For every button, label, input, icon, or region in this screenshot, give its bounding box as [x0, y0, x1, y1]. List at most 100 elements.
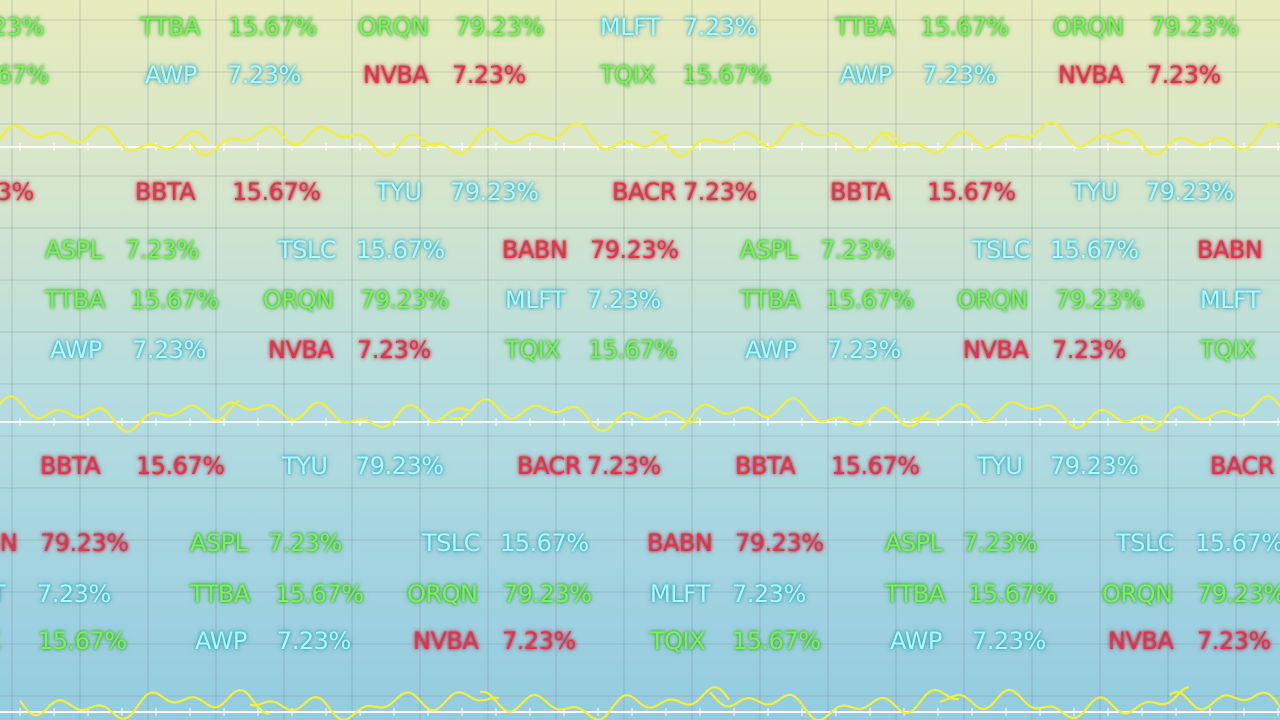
ticker-symbol: ASPL	[190, 529, 248, 557]
ticker-change: 7.23%	[1197, 627, 1271, 655]
ticker-change: 79.23%	[1150, 13, 1239, 41]
ticker-change: 79.23%	[590, 236, 679, 264]
ticker-symbol: ASPL	[740, 236, 798, 264]
ticker-symbol: BBTA	[830, 178, 891, 206]
ticker-symbol: AWP	[890, 627, 942, 655]
ticker-change: 79.23%	[360, 286, 449, 314]
ticker-change: 7.23%	[125, 236, 199, 264]
ticker-symbol: ORQN	[358, 13, 429, 41]
price-wave	[189, 125, 440, 157]
ticker-change: 79.23%	[455, 13, 544, 41]
ticker-change: 7.23%	[357, 336, 431, 364]
ticker-change: 7.23%	[820, 236, 894, 264]
ticker-change: 7.23%	[587, 452, 661, 480]
ticker-symbol: TSLC	[422, 529, 481, 557]
ticker-change: 7.23%	[37, 580, 111, 608]
price-wave	[479, 686, 730, 720]
ticker-symbol: BABN	[0, 529, 18, 557]
ticker-change: 15.67%	[1050, 236, 1139, 264]
ticker-change: 7.23%	[227, 61, 301, 89]
ticker-change: 7.23%	[683, 13, 757, 41]
ticker-symbol: BABN	[1197, 236, 1263, 264]
ticker-change: 7.23%	[963, 529, 1037, 557]
ticker-change: 15.67%	[356, 236, 445, 264]
ticker-change: 15.67%	[38, 627, 127, 655]
ticker-change: 15.67%	[1195, 529, 1280, 557]
ticker-symbol: TQIX	[650, 627, 706, 655]
ticker-symbol: NVBA	[1108, 627, 1174, 655]
price-wave	[649, 122, 900, 158]
price-wave	[909, 401, 1160, 429]
ticker-symbol: BACR	[612, 178, 676, 206]
ticker-change: 7.23%	[268, 529, 342, 557]
ticker-symbol: TTBA	[885, 580, 945, 608]
ticker-symbol: TYU	[1072, 178, 1118, 206]
ticker-symbol: BACR	[517, 452, 581, 480]
ticker-symbol: MLFT	[650, 580, 711, 608]
ticker-change: 15.67%	[0, 61, 49, 89]
ticker-symbol: TYU	[977, 452, 1023, 480]
price-wave	[249, 691, 500, 720]
ticker-symbol: NVBA	[413, 627, 479, 655]
ticker-change: 7.23%	[1052, 336, 1126, 364]
ticker-change: 15.67%	[927, 178, 1016, 206]
price-wave	[879, 121, 1130, 154]
ticker-change: 79.23%	[503, 580, 592, 608]
ticker-change: 7.23%	[0, 13, 44, 41]
ticker-symbol: BABN	[647, 529, 713, 557]
ticker-symbol: NVBA	[963, 336, 1029, 364]
ticker-change: 15.67%	[228, 13, 317, 41]
ticker-symbol: ORQN	[1053, 13, 1124, 41]
ticker-symbol: MLFT	[505, 286, 566, 314]
ticker-change: 7.23%	[452, 61, 526, 89]
ticker-change: 7.23%	[972, 627, 1046, 655]
ticker-change: 15.67%	[130, 286, 219, 314]
ticker-symbol: AWP	[195, 627, 247, 655]
ticker-change: 7.23%	[732, 580, 806, 608]
ticker-change: 7.23%	[683, 178, 757, 206]
ticker-symbol: TSLC	[1116, 529, 1175, 557]
ticker-symbol: TSLC	[972, 236, 1031, 264]
ticker-change: 7.23%	[132, 336, 206, 364]
ticker-change: 15.67%	[682, 61, 771, 89]
price-wave	[19, 688, 270, 720]
ticker-symbol: ORQN	[263, 286, 334, 314]
ticker-change: 79.23%	[1145, 178, 1234, 206]
ticker-change: 79.23%	[735, 529, 824, 557]
ticker-symbol: AWP	[840, 61, 892, 89]
ticker-change: 7.23%	[0, 178, 34, 206]
ticker-symbol: BACR	[1210, 452, 1274, 480]
ticker-change: 15.67%	[825, 286, 914, 314]
ticker-change: 15.67%	[275, 580, 364, 608]
ticker-symbol: BBTA	[40, 452, 101, 480]
ticker-symbol: NVBA	[268, 336, 334, 364]
ticker-symbol: ORQN	[1102, 580, 1173, 608]
ticker-symbol: TTBA	[740, 286, 800, 314]
ticker-change: 15.67%	[232, 178, 321, 206]
ticker-change: 79.23%	[40, 529, 129, 557]
ticker-symbol: ASPL	[885, 529, 943, 557]
ticker-change: 15.67%	[732, 627, 821, 655]
price-wave	[1169, 690, 1280, 711]
ticker-change: 7.23%	[922, 61, 996, 89]
ticker-change: 15.67%	[968, 580, 1057, 608]
ticker-symbol: ORQN	[407, 580, 478, 608]
ticker-symbol: AWP	[50, 336, 102, 364]
ticker-symbol: MLFT	[600, 13, 661, 41]
ticker-symbol: TTBA	[835, 13, 895, 41]
ticker-change: 15.67%	[500, 529, 589, 557]
ticker-change: 7.23%	[1147, 61, 1221, 89]
ticker-change: 79.23%	[355, 452, 444, 480]
ticker-symbol: AWP	[145, 61, 197, 89]
ticker-symbol: ASPL	[45, 236, 103, 264]
ticker-symbol: TQIX	[505, 336, 561, 364]
price-wave	[1109, 122, 1280, 156]
ticker-symbol: BBTA	[735, 452, 796, 480]
ticker-change: 7.23%	[587, 286, 661, 314]
ticker-symbol: TQIX	[600, 61, 656, 89]
ticker-change: 15.67%	[920, 13, 1009, 41]
price-wave	[0, 124, 210, 152]
ticker-change: 79.23%	[450, 178, 539, 206]
ticker-change: 15.67%	[831, 452, 920, 480]
